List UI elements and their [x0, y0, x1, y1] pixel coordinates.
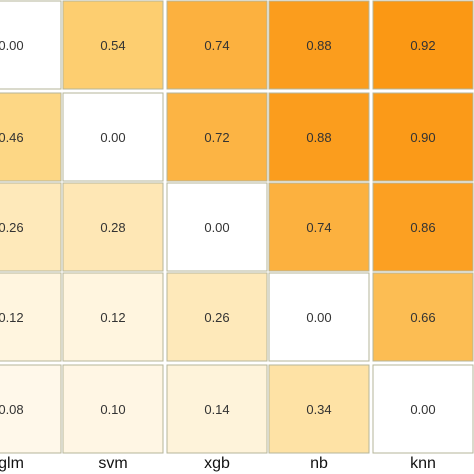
heatmap-cells — [0, 0, 474, 454]
cell-value-label-r2-c4: 0.86 — [410, 220, 435, 235]
heatmap-cell-r3-c4 — [372, 272, 474, 362]
cell-value-label-r2-c0: 0.26 — [0, 220, 24, 235]
cell-value-label-r1-c0: 0.46 — [0, 130, 24, 145]
cell-value-label-r1-c1: 0.00 — [100, 130, 125, 145]
cell-value-label-r4-c2: 0.14 — [204, 402, 229, 417]
heatmap-cell-r0-c2 — [166, 0, 268, 90]
heatmap-cell-r1-c2 — [166, 92, 268, 182]
heatmap-cell-r2-c0 — [0, 182, 62, 272]
x-tick-label-nb: nb — [310, 455, 328, 472]
heatmap-cell-r4-c2 — [166, 364, 268, 454]
heatmap-cell-r3-c1 — [62, 272, 164, 362]
x-axis-tick-labels: glm svm xgb nb knn — [0, 455, 436, 472]
cell-value-label-r0-c2: 0.74 — [204, 38, 229, 53]
heatmap-cell-r2-c4 — [372, 182, 474, 272]
heatmap-cell-r3-c3 — [268, 272, 370, 362]
cell-value-label-r3-c1: 0.12 — [100, 310, 125, 325]
cell-value-label-r4-c1: 0.10 — [100, 402, 125, 417]
cell-value-label-r2-c1: 0.28 — [100, 220, 125, 235]
heatmap-cell-r0-c1 — [62, 0, 164, 90]
cell-value-label-r0-c3: 0.88 — [306, 38, 331, 53]
heatmap-cell-r4-c1 — [62, 364, 164, 454]
heatmap-cell-r1-c4 — [372, 92, 474, 182]
x-tick-label-svm: svm — [98, 455, 127, 472]
cell-value-label-r0-c0: 0.00 — [0, 38, 24, 53]
cell-value-label-r3-c3: 0.00 — [306, 310, 331, 325]
x-tick-label-knn: knn — [410, 455, 436, 472]
cell-value-label-r0-c4: 0.92 — [410, 38, 435, 53]
heatmap-value-labels: 0.00 0.54 0.74 0.88 0.92 0.46 0.00 0.72 0.88 0.90… — [0, 38, 436, 417]
heatmap-cell-r2-c2 — [166, 182, 268, 272]
heatmap-cell-r4-c0 — [0, 364, 62, 454]
x-tick-label-glm: glm — [0, 455, 24, 472]
cell-value-label-r2-c2: 0.00 — [204, 220, 229, 235]
heatmap-cell-r2-c1 — [62, 182, 164, 272]
heatmap-cell-r0-c0 — [0, 0, 62, 90]
heatmap-cell-r4-c4 — [372, 364, 474, 454]
cell-value-label-r3-c2: 0.26 — [204, 310, 229, 325]
cell-value-label-r3-c4: 0.66 — [410, 310, 435, 325]
heatmap-cell-r4-c3 — [268, 364, 370, 454]
cell-value-label-r1-c4: 0.90 — [410, 130, 435, 145]
heatmap-cell-r1-c0 — [0, 92, 62, 182]
x-tick-label-xgb: xgb — [204, 455, 230, 472]
heatmap-cell-r0-c4 — [372, 0, 474, 90]
cell-value-label-r2-c3: 0.74 — [306, 220, 331, 235]
heatmap-cell-r1-c3 — [268, 92, 370, 182]
cell-value-label-r1-c2: 0.72 — [204, 130, 229, 145]
cell-value-label-r4-c3: 0.34 — [306, 402, 331, 417]
cell-value-label-r1-c3: 0.88 — [306, 130, 331, 145]
cell-value-label-r4-c4: 0.00 — [410, 402, 435, 417]
heatmap-cell-r3-c0 — [0, 272, 62, 362]
cell-value-label-r3-c0: 0.12 — [0, 310, 24, 325]
cell-value-label-r4-c0: 0.08 — [0, 402, 24, 417]
heatmap-cell-r3-c2 — [166, 272, 268, 362]
heatmap-cell-r0-c3 — [268, 0, 370, 90]
heatmap-cell-r2-c3 — [268, 182, 370, 272]
heatmap-cell-r1-c1 — [62, 92, 164, 182]
cell-value-label-r0-c1: 0.54 — [100, 38, 125, 53]
